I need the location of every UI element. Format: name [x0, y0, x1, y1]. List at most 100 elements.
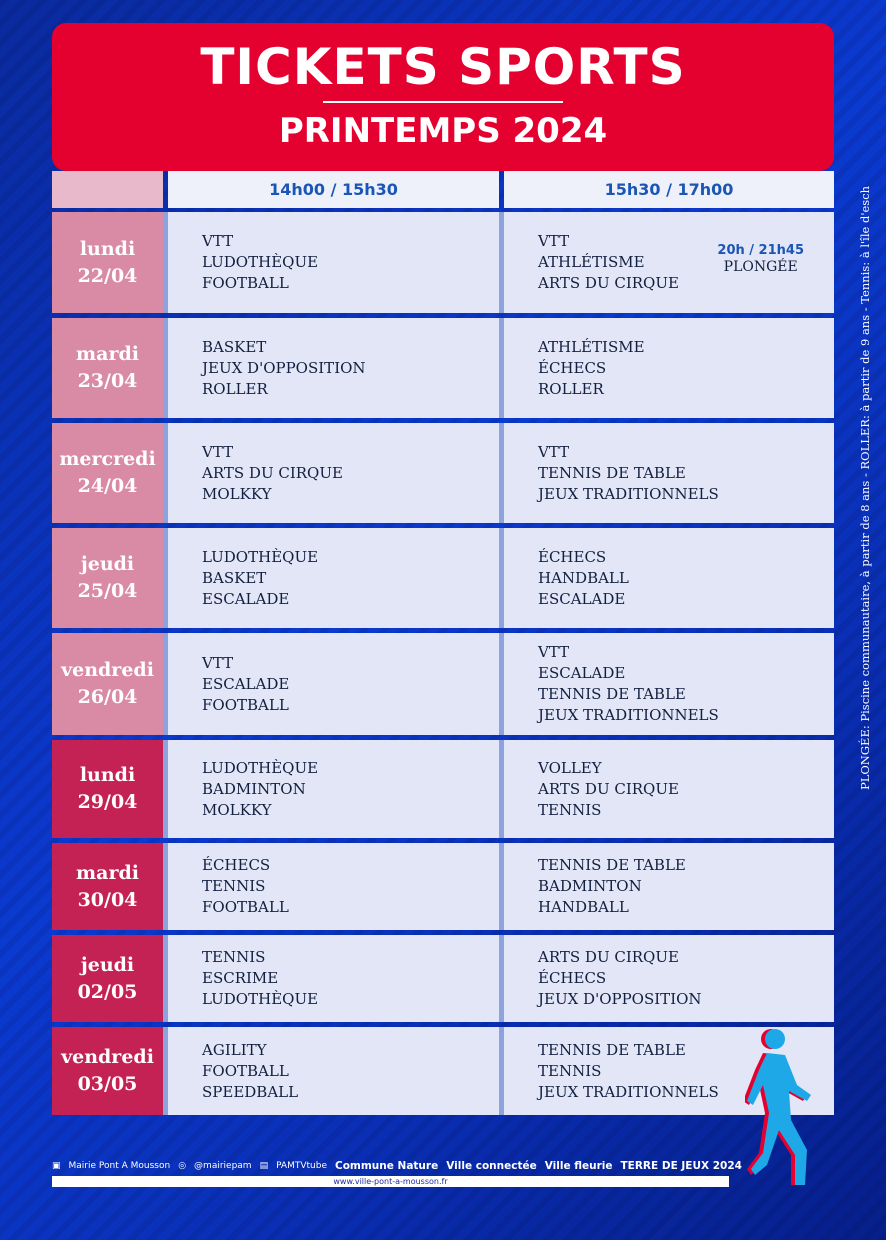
- activity: ARTS DU CIRQUE: [538, 779, 679, 798]
- activity: ROLLER: [538, 379, 604, 398]
- activity: JEUX TRADITIONNELS: [538, 706, 719, 724]
- schedule-row: lundi 22/04 VTT LUDOTHÈQUE FOOTBALL VTT ATHLÉ…: [52, 212, 834, 313]
- column-header-2: 15h30 / 17h00: [504, 171, 834, 208]
- activity: ESCALADE: [538, 589, 626, 608]
- activity: FOOTBALL: [202, 898, 289, 916]
- poster-subtitle: PRINTEMPS 2024: [278, 111, 608, 151]
- website-link[interactable]: www.ville-pont-a-mousson.fr: [52, 1176, 729, 1187]
- activity: MOLKKY: [202, 800, 272, 819]
- activity: TENNIS DE TABLE: [538, 856, 686, 874]
- day-cell: jeudi 25/04: [52, 528, 163, 628]
- day-cell: mardi 30/04: [52, 843, 163, 930]
- schedule-row: mercredi 24/04 VTT ARTS DU CIRQUE MOLKKY VTT…: [52, 423, 834, 523]
- activity: ARTS DU CIRQUE: [202, 463, 343, 482]
- activity: VTT: [202, 442, 234, 461]
- activity: SPEEDBALL: [202, 1082, 299, 1101]
- activity: HANDBALL: [538, 568, 629, 587]
- activity-cell-2: VTT TENNIS DE TABLE JEUX TRADITIONNELS: [499, 423, 834, 523]
- label-commune-nature: Commune Nature: [335, 1160, 439, 1172]
- activity: VTT: [202, 653, 234, 672]
- activity: ÉCHECS: [538, 547, 607, 566]
- activity: VTT: [538, 442, 570, 461]
- activity: VTT: [202, 232, 234, 250]
- activity: ROLLER: [202, 379, 268, 398]
- activity: ESCALADE: [202, 589, 290, 608]
- activity-cell-1: LUDOTHÈQUE BASKET ESCALADE: [163, 528, 499, 628]
- activity: FOOTBALL: [202, 274, 289, 292]
- day-name: vendredi: [61, 659, 154, 681]
- facebook-link[interactable]: Mairie Pont A Mousson: [68, 1161, 171, 1171]
- day-date: 22/04: [77, 264, 138, 287]
- day-name: jeudi: [80, 953, 135, 976]
- day-date: 25/04: [77, 580, 138, 602]
- activity: VTT: [538, 232, 570, 250]
- activity: ÉCHECS: [538, 358, 607, 377]
- day-date: 24/04: [77, 475, 138, 497]
- day-name: lundi: [79, 764, 136, 786]
- day-name: jeudi: [80, 553, 135, 575]
- footer: ▣ Mairie Pont A Mousson ◎ @mairiepam ▤ PAMT…: [52, 1160, 742, 1172]
- activity-cell-2: ÉCHECS HANDBALL ESCALADE: [499, 528, 834, 628]
- day-date: 26/04: [77, 686, 138, 708]
- day-date: 03/05: [77, 1073, 138, 1095]
- instagram-link[interactable]: @mairiepam: [194, 1161, 252, 1171]
- label-ville-connectee: Ville connectée: [446, 1160, 537, 1172]
- schedule-row: lundi 29/04 LUDOTHÈQUE BADMINTON MOLKKY VOLL…: [52, 740, 834, 838]
- activity: ESCALADE: [538, 664, 626, 682]
- activity: BADMINTON: [538, 877, 642, 895]
- activity: ESCALADE: [202, 674, 290, 693]
- day-date: 30/04: [77, 888, 138, 911]
- side-note: PLONGÉE: Piscine communautaire, à partir…: [858, 185, 872, 790]
- schedule-row: vendredi 26/04 VTT ESCALADE FOOTBALL VTT ESCA…: [52, 633, 834, 735]
- activity: ARTS DU CIRQUE: [538, 274, 679, 292]
- day-name: lundi: [79, 237, 136, 260]
- activity: VOLLEY: [538, 758, 602, 777]
- activity: AGILITY: [202, 1040, 267, 1059]
- schedule-row: vendredi 03/05 AGILITY FOOTBALL SPEEDBALL TE…: [52, 1027, 834, 1115]
- day-date: 29/04: [77, 791, 138, 813]
- activity-cell-1: ÉCHECS TENNIS FOOTBALL: [163, 843, 499, 930]
- schedule-row: jeudi 02/05 TENNIS ESCRIME LUDOTHÈQUE ARTS D…: [52, 935, 834, 1022]
- activity: LUDOTHÈQUE: [202, 547, 319, 566]
- label-ville-fleurie: Ville fleurie: [544, 1160, 613, 1172]
- activity-cell-1: VTT LUDOTHÈQUE FOOTBALL: [163, 212, 499, 313]
- day-cell: vendredi 03/05: [52, 1027, 163, 1115]
- divider: [323, 101, 563, 103]
- activity: FOOTBALL: [202, 1061, 289, 1080]
- activity: LUDOTHÈQUE: [202, 253, 319, 271]
- day-cell: lundi 22/04: [52, 212, 163, 313]
- activity-cell-1: BASKET JEUX D'OPPOSITION ROLLER: [163, 318, 499, 418]
- corner-cell: [52, 171, 163, 208]
- activity: HANDBALL: [538, 898, 629, 916]
- day-name: mardi: [76, 861, 139, 884]
- day-cell: vendredi 26/04: [52, 633, 163, 735]
- activity: BASKET: [202, 337, 267, 356]
- schedule-row: mardi 30/04 ÉCHECS TENNIS FOOTBALL TENNIS DE…: [52, 843, 834, 930]
- activity: LUDOTHÈQUE: [202, 758, 319, 777]
- activity-cell-1: VTT ARTS DU CIRQUE MOLKKY: [163, 423, 499, 523]
- activity: ARTS DU CIRQUE: [538, 948, 679, 966]
- activity: JEUX TRADITIONNELS: [538, 1082, 719, 1101]
- schedule-table: 14h00 / 15h30 15h30 / 17h00 lundi 22/04 V…: [52, 171, 834, 1115]
- day-date: 02/05: [77, 980, 138, 1003]
- youtube-icon: ▤: [259, 1161, 269, 1171]
- day-cell: mercredi 24/04: [52, 423, 163, 523]
- day-cell: lundi 29/04: [52, 740, 163, 838]
- day-cell: jeudi 02/05: [52, 935, 163, 1022]
- schedule-row: mardi 23/04 BASKET JEUX D'OPPOSITION ROLLER…: [52, 318, 834, 418]
- activity-cell-1: AGILITY FOOTBALL SPEEDBALL: [163, 1027, 499, 1115]
- activity: TENNIS DE TABLE: [538, 685, 686, 703]
- activity: FOOTBALL: [202, 695, 289, 714]
- schedule-row: jeudi 25/04 LUDOTHÈQUE BASKET ESCALADE ÉCHEC…: [52, 528, 834, 628]
- activity: LUDOTHÈQUE: [202, 990, 319, 1008]
- day-cell: mardi 23/04: [52, 318, 163, 418]
- activity-cell-2: VTT ESCALADE TENNIS DE TABLE JEUX TRADITION…: [499, 633, 834, 735]
- column-header-1: 14h00 / 15h30: [168, 171, 499, 208]
- instagram-icon: ◎: [178, 1161, 187, 1171]
- facebook-icon: ▣: [52, 1161, 61, 1171]
- activity: ESCRIME: [202, 969, 279, 987]
- activity: ATHLÉTISME: [538, 337, 645, 356]
- youtube-link[interactable]: PAMTVtube: [276, 1161, 327, 1171]
- activity: TENNIS DE TABLE: [538, 463, 686, 482]
- extra-activity: PLONGÉE: [723, 259, 798, 275]
